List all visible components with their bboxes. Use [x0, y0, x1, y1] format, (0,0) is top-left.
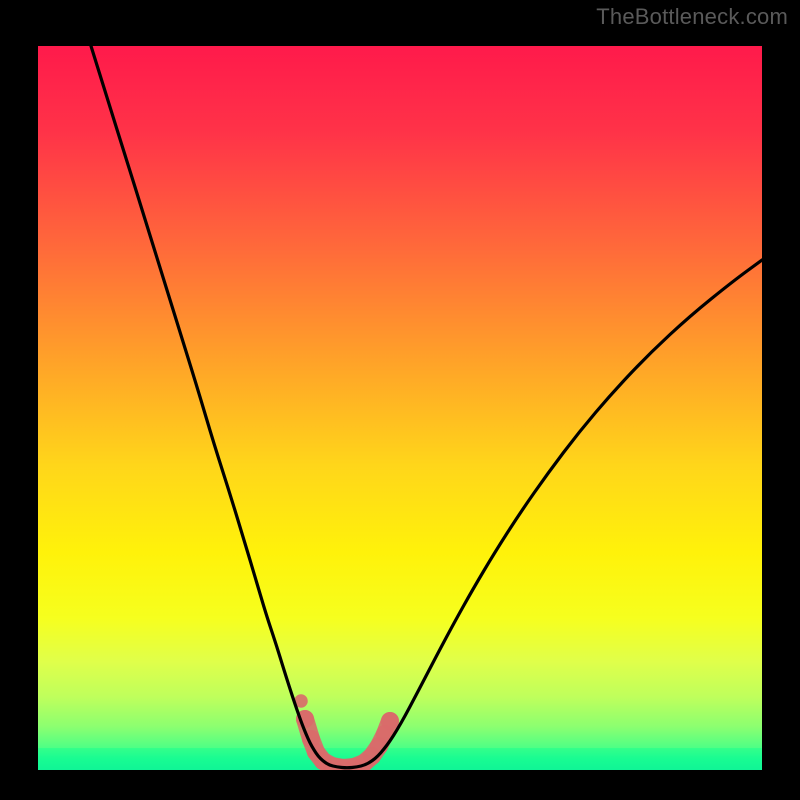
plot-area — [38, 46, 762, 770]
bottleneck-curve-svg — [38, 46, 762, 770]
bottleneck-curve-line — [91, 46, 762, 768]
chart-canvas: TheBottleneck.com — [0, 0, 800, 800]
valley-highlight-dot — [381, 712, 399, 730]
watermark-label: TheBottleneck.com — [596, 4, 788, 30]
valley-highlight-group — [294, 694, 399, 770]
